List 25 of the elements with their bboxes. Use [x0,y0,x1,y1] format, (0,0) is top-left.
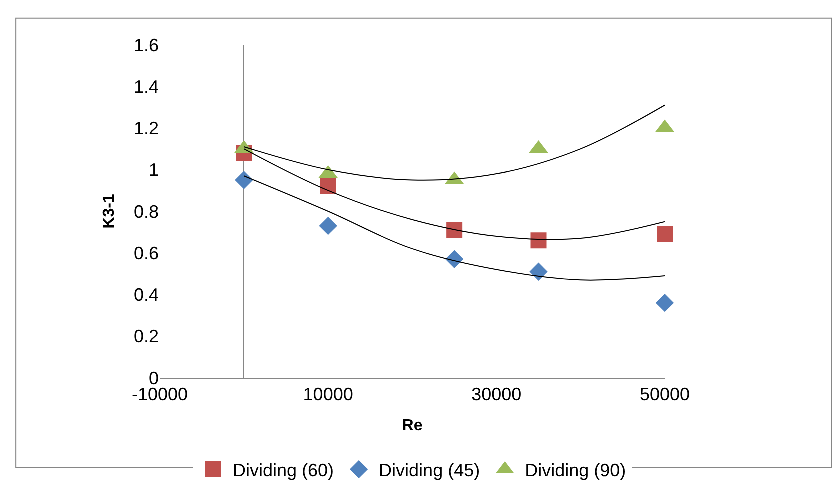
legend-label: Dividing (60) [233,460,334,480]
y-tick-label: 1.2 [134,118,159,139]
point [320,178,336,195]
point [657,226,673,242]
y-axis-title: K3-1 [100,194,118,229]
legend-label: Dividing (90) [525,460,626,480]
y-tick-label: 0.8 [134,202,159,222]
y-tick-label: 1.6 [134,35,159,56]
x-axis-title: Re [402,417,423,434]
x-tick-label: 10000 [303,384,354,405]
point [319,216,338,236]
y-tick-label: 0.4 [134,285,159,306]
y-tick-label: 1 [148,160,159,180]
point [530,262,548,281]
legend-label: Dividing (45) [379,460,480,480]
y-tick-label: 0.2 [134,326,159,347]
point [530,232,547,249]
y-tick-label: 0.6 [134,243,159,264]
point [446,222,463,238]
point [235,171,254,190]
y-tick-label: 1.4 [134,76,159,97]
point [445,250,464,268]
x-tick-label: 30000 [472,384,522,405]
x-tick-label: 50000 [640,384,690,405]
point [656,294,674,312]
